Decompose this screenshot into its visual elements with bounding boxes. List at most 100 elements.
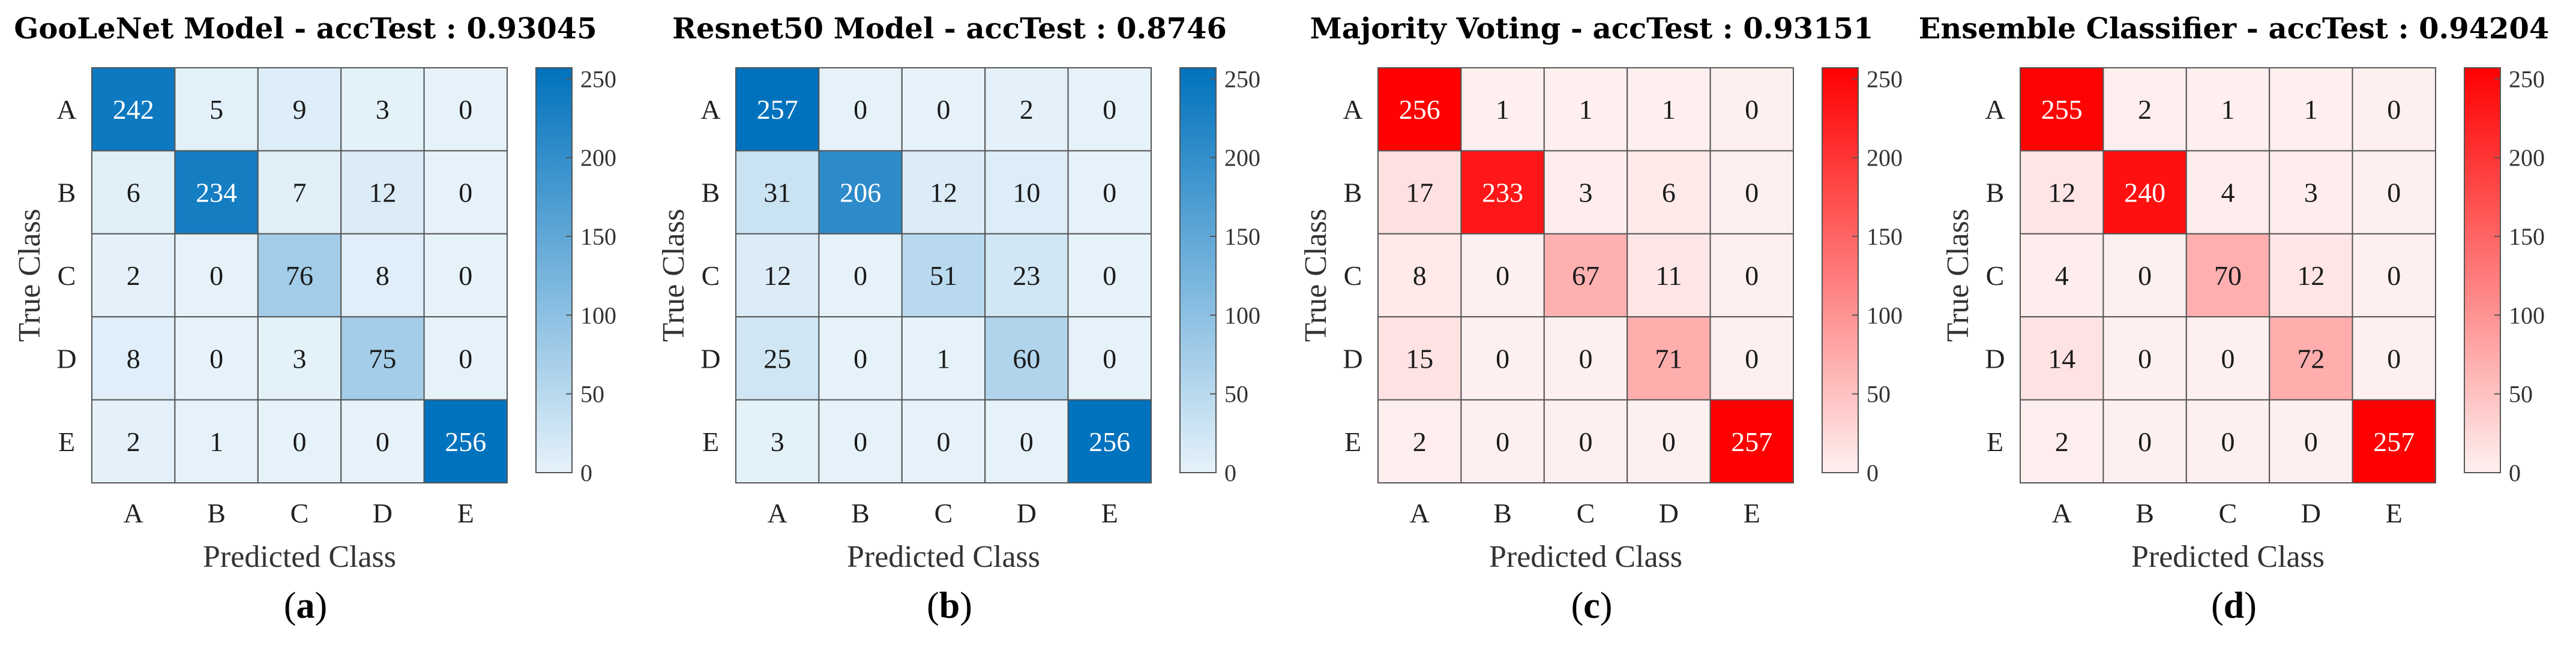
cell-value: 75 [369, 343, 396, 374]
colorbar-tick-label: 0 [1867, 459, 1879, 486]
y-tick-label: B [702, 178, 720, 208]
cell-value: 12 [369, 178, 396, 208]
matrix-cell [2352, 67, 2437, 152]
x-tick-label: D [2301, 498, 2321, 528]
colorbar-tick-label: 250 [580, 65, 616, 92]
x-tick-label: E [1101, 498, 1118, 528]
colorbar [1179, 67, 1217, 473]
matrix-cell [257, 316, 342, 401]
cell-value: 234 [196, 178, 237, 208]
matrix-cell [1067, 399, 1152, 483]
cell-value: 11 [1655, 260, 1682, 291]
colorbar-tick-label: 50 [1867, 381, 1891, 408]
matrix-cell [818, 399, 903, 483]
y-tick-label: C [58, 260, 76, 291]
matrix-cell [735, 399, 820, 483]
y-tick-label: A [56, 94, 76, 125]
cell-value: 0 [1662, 426, 1676, 457]
panel-caption: (b) [927, 585, 972, 626]
colorbar-tick-label: 50 [1224, 381, 1248, 408]
matrix-cell [1067, 233, 1152, 318]
x-axis-label: Predicted Class [2131, 540, 2325, 574]
matrix-cell [1709, 233, 1795, 318]
cell-value: 5 [209, 94, 223, 125]
colorbar-tick-label: 150 [2509, 223, 2545, 250]
matrix-cell [984, 150, 1069, 235]
matrix-cell [91, 399, 176, 483]
colorbar-tick-label: 100 [580, 302, 616, 329]
matrix-cell [1377, 67, 1462, 152]
cell-value: 0 [376, 426, 390, 457]
y-tick-label: E [1344, 426, 1361, 457]
y-tick-label: E [702, 426, 719, 457]
matrix-cell [2020, 233, 2104, 318]
x-axis-label: Predicted Class [1489, 540, 1682, 574]
matrix-cell [257, 67, 342, 152]
cell-value: 3 [1579, 178, 1593, 208]
matrix-cell [818, 150, 903, 235]
caption-open: ( [927, 585, 939, 626]
colorbar-tick-label: 200 [1867, 145, 1903, 172]
matrix-cell [1460, 67, 1545, 152]
y-tick-label: E [58, 426, 75, 457]
caption-letter: d [2224, 585, 2244, 626]
matrix-cell [423, 316, 508, 401]
y-tick-label: D [1343, 343, 1362, 374]
matrix-cell [1627, 316, 1711, 401]
cell-value: 2 [1413, 426, 1427, 457]
matrix-cell [1460, 316, 1545, 401]
cell-value: 9 [293, 94, 307, 125]
cell-value: 8 [1413, 260, 1427, 291]
y-tick-label: B [58, 178, 76, 208]
cell-value: 70 [2214, 260, 2242, 291]
colorbar-tick-label: 250 [1224, 65, 1260, 92]
cell-value: 25 [763, 343, 791, 374]
x-tick-label: C [2219, 498, 2237, 528]
cell-value: 240 [2124, 178, 2165, 208]
cell-value: 255 [2041, 94, 2083, 125]
matrix-cell [1460, 399, 1545, 483]
matrix-cell [174, 399, 259, 483]
cell-value: 0 [2221, 343, 2235, 374]
cell-value: 0 [2138, 260, 2152, 291]
cell-value: 0 [937, 94, 951, 125]
matrix-cell [1543, 150, 1628, 235]
cell-value: 12 [2048, 178, 2075, 208]
y-tick-label: E [1987, 426, 2003, 457]
matrix-cell [257, 150, 342, 235]
cell-value: 0 [1103, 178, 1116, 208]
cell-value: 12 [763, 260, 791, 291]
chart-title: GooLeNet Model - accTest : 0.93045 [14, 12, 597, 46]
matrix-cell [340, 316, 425, 401]
cell-value: 0 [1103, 94, 1116, 125]
cell-value: 0 [2138, 426, 2152, 457]
matrix-cell [91, 316, 176, 401]
cell-value: 60 [1013, 343, 1040, 374]
colorbar [535, 67, 573, 473]
caption-open: ( [1571, 585, 1584, 626]
colorbar-tick-label: 100 [1224, 302, 1260, 329]
matrix-cell [1709, 316, 1795, 401]
cell-value: 51 [930, 260, 957, 291]
matrix-cell [1067, 316, 1152, 401]
x-tick-label: E [1744, 498, 1760, 528]
cell-value: 0 [1496, 260, 1509, 291]
chart-title: Resnet50 Model - accTest : 0.8746 [672, 12, 1227, 46]
y-axis-label: True Class [1941, 209, 1975, 342]
cell-value: 0 [459, 178, 472, 208]
cell-value: 1 [1579, 94, 1593, 125]
matrix-cell [2185, 67, 2271, 152]
matrix-cell [2102, 233, 2187, 318]
matrix-cell [818, 67, 903, 152]
matrix-cell [818, 316, 903, 401]
panel-caption: (c) [1571, 585, 1613, 626]
cell-value: 14 [2048, 343, 2075, 374]
cell-value: 1 [2304, 94, 2318, 125]
x-tick-label: C [934, 498, 953, 528]
y-axis-label: True Class [13, 209, 47, 342]
y-axis-label: True Class [657, 209, 691, 342]
panel-caption: (a) [284, 585, 327, 626]
cell-value: 0 [2138, 343, 2152, 374]
matrix-cell [1627, 150, 1711, 235]
cell-value: 0 [1745, 260, 1759, 291]
